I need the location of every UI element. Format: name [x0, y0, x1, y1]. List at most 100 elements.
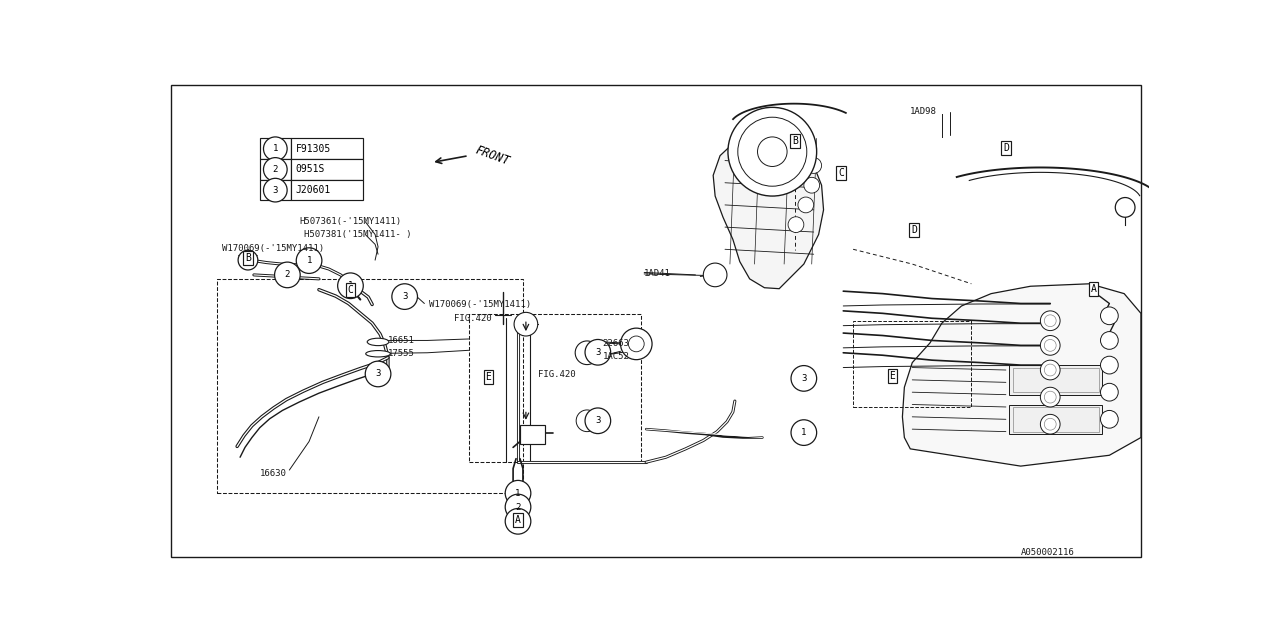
Bar: [291, 138, 364, 159]
Text: 1: 1: [306, 256, 312, 265]
Circle shape: [506, 509, 531, 534]
Circle shape: [628, 336, 644, 352]
Circle shape: [238, 250, 257, 270]
Circle shape: [1115, 198, 1135, 217]
Bar: [1009, 365, 1102, 395]
Circle shape: [506, 495, 526, 515]
Bar: [520, 425, 544, 444]
Circle shape: [737, 117, 806, 186]
Circle shape: [791, 365, 817, 391]
Text: 1: 1: [348, 281, 353, 291]
Circle shape: [367, 363, 389, 385]
Circle shape: [296, 248, 321, 273]
Circle shape: [703, 263, 727, 287]
Circle shape: [786, 131, 801, 147]
Circle shape: [585, 408, 611, 433]
Circle shape: [1101, 332, 1119, 349]
Text: H507381('15MY1411- ): H507381('15MY1411- ): [305, 230, 412, 239]
Text: A: A: [1091, 284, 1097, 294]
Circle shape: [1101, 307, 1119, 324]
Circle shape: [1044, 419, 1056, 430]
Circle shape: [621, 328, 652, 360]
Text: 1: 1: [801, 428, 806, 437]
Text: 1: 1: [516, 517, 521, 526]
Ellipse shape: [366, 351, 390, 357]
Text: 1AC52: 1AC52: [603, 352, 630, 361]
Text: B: B: [792, 136, 797, 146]
Circle shape: [264, 157, 287, 181]
Bar: [291, 180, 364, 200]
Circle shape: [806, 157, 822, 173]
Circle shape: [797, 197, 814, 213]
Bar: [260, 180, 291, 200]
Text: D: D: [1004, 143, 1009, 153]
Text: 2: 2: [273, 165, 278, 174]
Circle shape: [1101, 383, 1119, 401]
Text: 1AD41: 1AD41: [644, 269, 671, 278]
Bar: [854, 321, 972, 407]
Text: B: B: [244, 253, 251, 263]
Text: 3: 3: [375, 369, 380, 378]
Text: 2: 2: [284, 271, 291, 280]
Text: 0951S: 0951S: [296, 164, 325, 175]
Circle shape: [745, 131, 760, 147]
Ellipse shape: [367, 338, 389, 346]
Circle shape: [575, 341, 599, 365]
Text: 22663: 22663: [603, 339, 630, 348]
Circle shape: [394, 285, 416, 307]
Circle shape: [506, 481, 531, 506]
Text: C: C: [348, 285, 353, 294]
Text: E: E: [485, 372, 492, 383]
Circle shape: [264, 137, 287, 161]
Text: FIG.420: FIG.420: [538, 371, 575, 380]
Circle shape: [585, 339, 611, 365]
Circle shape: [275, 262, 301, 288]
Polygon shape: [902, 284, 1140, 466]
Circle shape: [788, 217, 804, 232]
Text: 2: 2: [516, 502, 521, 511]
Bar: [260, 138, 291, 159]
Text: 17555: 17555: [388, 349, 415, 358]
Circle shape: [338, 273, 364, 298]
Text: 3: 3: [801, 374, 806, 383]
Circle shape: [758, 137, 787, 166]
Circle shape: [1041, 335, 1060, 355]
Text: 1: 1: [273, 144, 278, 153]
Circle shape: [801, 140, 817, 156]
Circle shape: [791, 420, 817, 445]
Text: A: A: [515, 515, 521, 525]
Circle shape: [804, 177, 819, 193]
Circle shape: [1041, 414, 1060, 434]
Circle shape: [365, 361, 390, 387]
Circle shape: [1044, 364, 1056, 376]
Text: 16651: 16651: [388, 336, 415, 345]
Text: W170069(-'15MY1411): W170069(-'15MY1411): [429, 300, 531, 310]
Circle shape: [1044, 339, 1056, 351]
Text: A050002116: A050002116: [1020, 548, 1074, 557]
Text: F91305: F91305: [296, 144, 332, 154]
Circle shape: [1101, 356, 1119, 374]
Text: FRONT: FRONT: [474, 143, 512, 168]
Circle shape: [1041, 311, 1060, 331]
Text: 3: 3: [595, 416, 600, 425]
Text: 16630: 16630: [260, 468, 287, 477]
Circle shape: [1044, 391, 1056, 403]
Circle shape: [576, 410, 598, 431]
Circle shape: [264, 179, 287, 202]
Text: 1AD98: 1AD98: [910, 107, 937, 116]
Polygon shape: [713, 132, 823, 289]
Circle shape: [1101, 410, 1119, 428]
Text: 1: 1: [516, 489, 521, 498]
Text: W170069(-'15MY1411): W170069(-'15MY1411): [223, 244, 324, 253]
Circle shape: [764, 125, 781, 141]
Bar: [260, 159, 291, 180]
Bar: [218, 279, 524, 493]
Text: H507361(-'15MY1411): H507361(-'15MY1411): [300, 217, 402, 226]
Bar: [1012, 407, 1098, 431]
Circle shape: [1041, 387, 1060, 407]
Circle shape: [506, 494, 531, 520]
Text: D: D: [911, 225, 918, 235]
Circle shape: [1044, 315, 1056, 326]
Circle shape: [728, 108, 817, 196]
Text: E: E: [890, 371, 896, 381]
